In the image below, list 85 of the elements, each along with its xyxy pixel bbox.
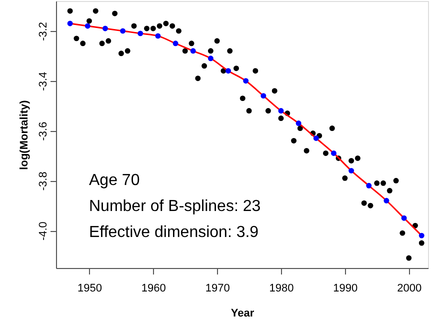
point — [393, 178, 399, 184]
point — [384, 198, 390, 204]
point — [400, 230, 406, 236]
point — [182, 48, 188, 54]
point — [361, 200, 367, 206]
point — [155, 33, 161, 39]
x-tick-label: 1990 — [333, 282, 358, 294]
point — [291, 138, 297, 144]
point — [92, 8, 98, 14]
point — [227, 48, 233, 54]
point — [74, 36, 80, 42]
y-tick-label: -3.2 — [38, 22, 50, 41]
point — [297, 126, 303, 131]
point — [401, 215, 407, 221]
point — [342, 175, 348, 181]
point — [214, 38, 220, 44]
point — [84, 23, 90, 29]
point — [190, 48, 196, 54]
point — [67, 8, 73, 14]
point — [120, 28, 126, 34]
annotation: Age 70 — [89, 172, 140, 189]
annotation: Number of B-splines: 23 — [89, 198, 261, 215]
x-tick-label: 2000 — [397, 282, 422, 294]
x-tick-label: 1970 — [205, 282, 230, 294]
x-tick-label: 1980 — [269, 282, 294, 294]
y-tick-label: -3.4 — [38, 72, 50, 91]
point — [208, 56, 214, 62]
point — [278, 108, 284, 114]
point — [80, 40, 86, 46]
point — [354, 155, 360, 161]
point — [118, 50, 124, 56]
point — [348, 168, 354, 174]
point — [124, 48, 130, 54]
point — [208, 48, 214, 54]
point — [106, 38, 112, 44]
point — [67, 20, 73, 26]
point — [296, 120, 302, 126]
x-axis-title: Year — [230, 308, 255, 320]
x-tick-label: 1960 — [141, 282, 166, 294]
point — [374, 180, 380, 186]
point — [313, 136, 319, 141]
point — [329, 126, 335, 131]
point — [368, 202, 374, 208]
point — [322, 150, 328, 156]
point — [406, 255, 412, 261]
point — [386, 188, 392, 194]
x-tick-label: 1950 — [77, 282, 102, 294]
point — [265, 108, 271, 114]
annotation: Effective dimension: 3.9 — [89, 224, 259, 241]
point — [260, 93, 266, 99]
point — [304, 148, 310, 154]
point — [86, 18, 92, 24]
y-axis-title: log(Mortality) — [18, 100, 30, 170]
point — [418, 232, 424, 238]
point — [380, 180, 386, 186]
point — [156, 23, 162, 29]
point — [188, 40, 194, 46]
point — [226, 68, 231, 74]
y-tick-label: -4.0 — [38, 222, 50, 241]
point — [138, 30, 144, 36]
point — [272, 88, 278, 94]
point — [240, 96, 246, 102]
point — [112, 10, 118, 16]
y-tick-label: -3.8 — [38, 172, 50, 191]
point — [366, 182, 372, 188]
point — [202, 63, 208, 69]
point — [163, 20, 169, 26]
point — [243, 78, 249, 84]
point — [131, 23, 137, 29]
point — [234, 66, 239, 72]
point — [278, 116, 284, 122]
point — [99, 40, 105, 46]
point — [102, 26, 108, 32]
point — [252, 68, 258, 74]
point — [348, 158, 354, 164]
point — [176, 28, 182, 34]
point — [195, 76, 201, 82]
point — [418, 240, 424, 246]
point — [246, 108, 252, 114]
y-tick-label: -3.6 — [38, 122, 50, 141]
point — [330, 150, 336, 156]
point — [170, 23, 176, 29]
point — [150, 26, 156, 32]
point — [172, 40, 178, 46]
point — [144, 26, 150, 32]
